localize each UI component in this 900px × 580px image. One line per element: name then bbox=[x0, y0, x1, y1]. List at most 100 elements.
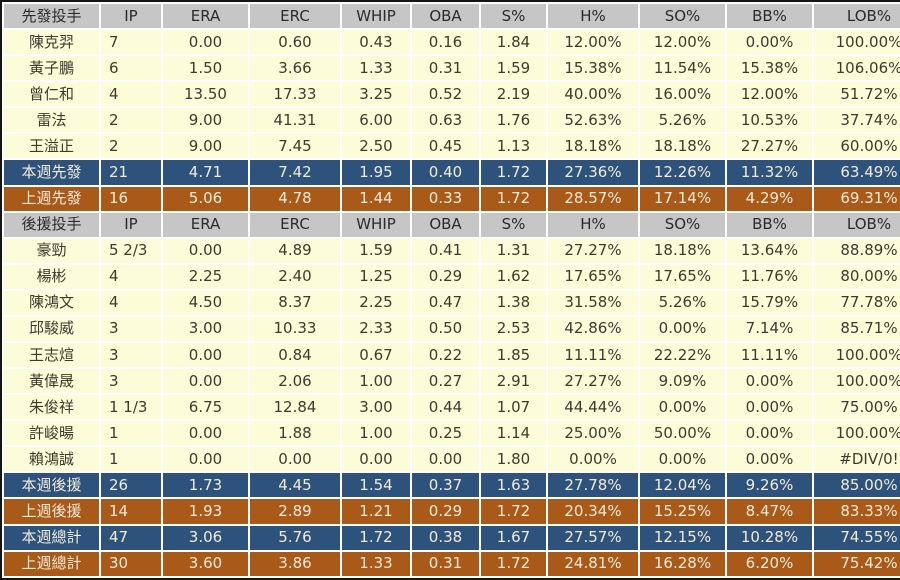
column-header-cell: LOB% bbox=[814, 212, 900, 237]
player-name-cell: 豪勁 bbox=[4, 238, 99, 263]
stat-value-cell: 3.66 bbox=[250, 56, 340, 81]
stat-value-cell: 15.25% bbox=[640, 499, 725, 524]
stat-value-cell: 1.13 bbox=[481, 134, 546, 159]
stat-value-cell: 1.50 bbox=[163, 56, 248, 81]
stat-value-cell: 3 bbox=[101, 316, 161, 342]
stat-value-cell: 1.62 bbox=[481, 264, 546, 289]
stat-value-cell: 0.00% bbox=[548, 447, 638, 472]
stat-value-cell: 0.60 bbox=[250, 30, 340, 55]
stat-value-cell: 1.72 bbox=[481, 499, 546, 524]
stat-value-cell: 2.25 bbox=[342, 290, 410, 315]
stat-value-cell: 3.60 bbox=[163, 551, 248, 576]
stat-value-cell: 5.26% bbox=[640, 108, 725, 133]
stat-value-cell: 0.84 bbox=[250, 343, 340, 368]
stat-value-cell: 41.31 bbox=[250, 108, 340, 133]
stat-value-cell: 0.37 bbox=[412, 473, 479, 498]
summary-label-cell: 本週後援 bbox=[4, 473, 99, 498]
stat-value-cell: 15.38% bbox=[727, 56, 812, 81]
summary-row: 本週後援 26 1.73 4.45 1.54 0.37 1.63 27.78% 12.04% 9.… bbox=[4, 473, 900, 498]
player-row: 許峻暘 1 0.00 1.88 1.00 0.25 1.14 25.00% 50.00% 0.00… bbox=[4, 421, 900, 446]
stat-value-cell: 6.00 bbox=[342, 108, 410, 133]
stat-value-cell: 100.00% bbox=[814, 421, 900, 446]
stat-value-cell: 31.58% bbox=[548, 290, 638, 315]
stat-value-cell: 1.25 bbox=[342, 264, 410, 289]
stat-value-cell: 12.00% bbox=[727, 82, 812, 107]
summary-label-cell: 本週先發 bbox=[4, 160, 99, 185]
stat-value-cell: 0.00 bbox=[412, 447, 479, 472]
stat-value-cell: 0.40 bbox=[412, 160, 479, 185]
column-header-cell: IP bbox=[101, 212, 161, 237]
stat-value-cell: 8.47% bbox=[727, 499, 812, 524]
stat-value-cell: 0.00 bbox=[163, 238, 248, 263]
player-name-cell: 賴鴻誠 bbox=[4, 447, 99, 472]
stat-value-cell: 1.31 bbox=[481, 238, 546, 263]
stat-value-cell: 3.00 bbox=[163, 316, 248, 342]
stat-value-cell: 2.19 bbox=[481, 82, 546, 107]
stat-value-cell: 25.00% bbox=[548, 421, 638, 446]
summary-row: 本週先發 21 4.71 7.42 1.95 0.40 1.72 27.36% 12.26% 11… bbox=[4, 160, 900, 185]
stat-value-cell: 0.33 bbox=[412, 186, 479, 211]
column-header-cell: SO% bbox=[640, 4, 725, 29]
stat-value-cell: 4.71 bbox=[163, 160, 248, 185]
column-header-cell: ERA bbox=[163, 4, 248, 29]
stat-value-cell: 50.00% bbox=[640, 421, 725, 446]
summary-row: 上週後援 14 1.93 2.89 1.21 0.29 1.72 20.34% 15.25% 8.… bbox=[4, 499, 900, 524]
summary-label-cell: 上週先發 bbox=[4, 186, 99, 211]
stat-value-cell: 42.86% bbox=[548, 316, 638, 342]
stat-value-cell: 0.00% bbox=[727, 369, 812, 394]
player-row: 黃子鵬 6 1.50 3.66 1.33 0.31 1.59 15.38% 11.54% 15.3… bbox=[4, 56, 900, 81]
stat-value-cell: 2.25 bbox=[163, 264, 248, 289]
column-header-cell: S% bbox=[481, 212, 546, 237]
stat-value-cell: 0.00 bbox=[163, 30, 248, 55]
stat-value-cell: 1.59 bbox=[481, 56, 546, 81]
stat-value-cell: 27.27% bbox=[548, 238, 638, 263]
column-header-cell: OBA bbox=[412, 4, 479, 29]
stat-value-cell: 27.27% bbox=[727, 134, 812, 159]
player-name-cell: 黃偉晟 bbox=[4, 369, 99, 394]
player-row: 賴鴻誠 1 0.00 0.00 0.00 0.00 1.80 0.00% 0.00% 0.00% #… bbox=[4, 447, 900, 472]
stat-value-cell: 17.65% bbox=[640, 264, 725, 289]
stat-value-cell: 1.33 bbox=[342, 551, 410, 576]
stat-value-cell: 5 2/3 bbox=[101, 238, 161, 263]
column-header-cell: BB% bbox=[727, 212, 812, 237]
section-header-row: 先發投手 IP ERA ERC WHIP OBA S% H% SO% BB% LOB% bbox=[4, 4, 900, 29]
stat-value-cell: 0.00 bbox=[163, 343, 248, 368]
stat-value-cell: 1.72 bbox=[342, 525, 410, 550]
stat-value-cell: 4 bbox=[101, 82, 161, 107]
stat-value-cell: 1.63 bbox=[481, 473, 546, 498]
column-header-cell: H% bbox=[548, 212, 638, 237]
stat-value-cell: 1.07 bbox=[481, 395, 546, 420]
stat-value-cell: 1.76 bbox=[481, 108, 546, 133]
stat-value-cell: 4.89 bbox=[250, 238, 340, 263]
stat-value-cell: 0.29 bbox=[412, 499, 479, 524]
stat-value-cell: 1.67 bbox=[481, 525, 546, 550]
column-header-cell: OBA bbox=[412, 212, 479, 237]
stat-value-cell: 9.00 bbox=[163, 108, 248, 133]
player-name-cell: 陳克羿 bbox=[4, 30, 99, 55]
stat-value-cell: 2.06 bbox=[250, 369, 340, 394]
stat-value-cell: 0.00% bbox=[727, 30, 812, 55]
stat-value-cell: 44.44% bbox=[548, 395, 638, 420]
stat-value-cell: 28.57% bbox=[548, 186, 638, 211]
stat-value-cell: 0.29 bbox=[412, 264, 479, 289]
stat-value-cell: 0.31 bbox=[412, 551, 479, 576]
player-name-cell: 曾仁和 bbox=[4, 82, 99, 107]
stat-value-cell: 3 bbox=[101, 369, 161, 394]
stat-value-cell: 0.22 bbox=[412, 343, 479, 368]
stat-value-cell: 0.63 bbox=[412, 108, 479, 133]
player-row: 陳克羿 7 0.00 0.60 0.43 0.16 1.84 12.00% 12.00% 0.00… bbox=[4, 30, 900, 55]
stat-value-cell: 1 bbox=[101, 447, 161, 472]
stat-value-cell: 0.31 bbox=[412, 56, 479, 81]
stat-value-cell: 80.00% bbox=[814, 264, 900, 289]
stat-value-cell: 11.32% bbox=[727, 160, 812, 185]
stat-value-cell: 75.00% bbox=[814, 395, 900, 420]
stat-value-cell: 18.18% bbox=[640, 238, 725, 263]
stat-value-cell: 11.11% bbox=[727, 343, 812, 368]
section-header-row: 後援投手 IP ERA ERC WHIP OBA S% H% SO% BB% LOB% bbox=[4, 212, 900, 237]
stat-value-cell: 52.63% bbox=[548, 108, 638, 133]
stat-value-cell: 4.45 bbox=[250, 473, 340, 498]
stat-value-cell: 2 bbox=[101, 108, 161, 133]
stat-value-cell: 0.00% bbox=[727, 421, 812, 446]
stat-value-cell: 1.38 bbox=[481, 290, 546, 315]
player-row: 黃偉晟 3 0.00 2.06 1.00 0.27 2.91 27.27% 9.09% 0.00%… bbox=[4, 369, 900, 394]
